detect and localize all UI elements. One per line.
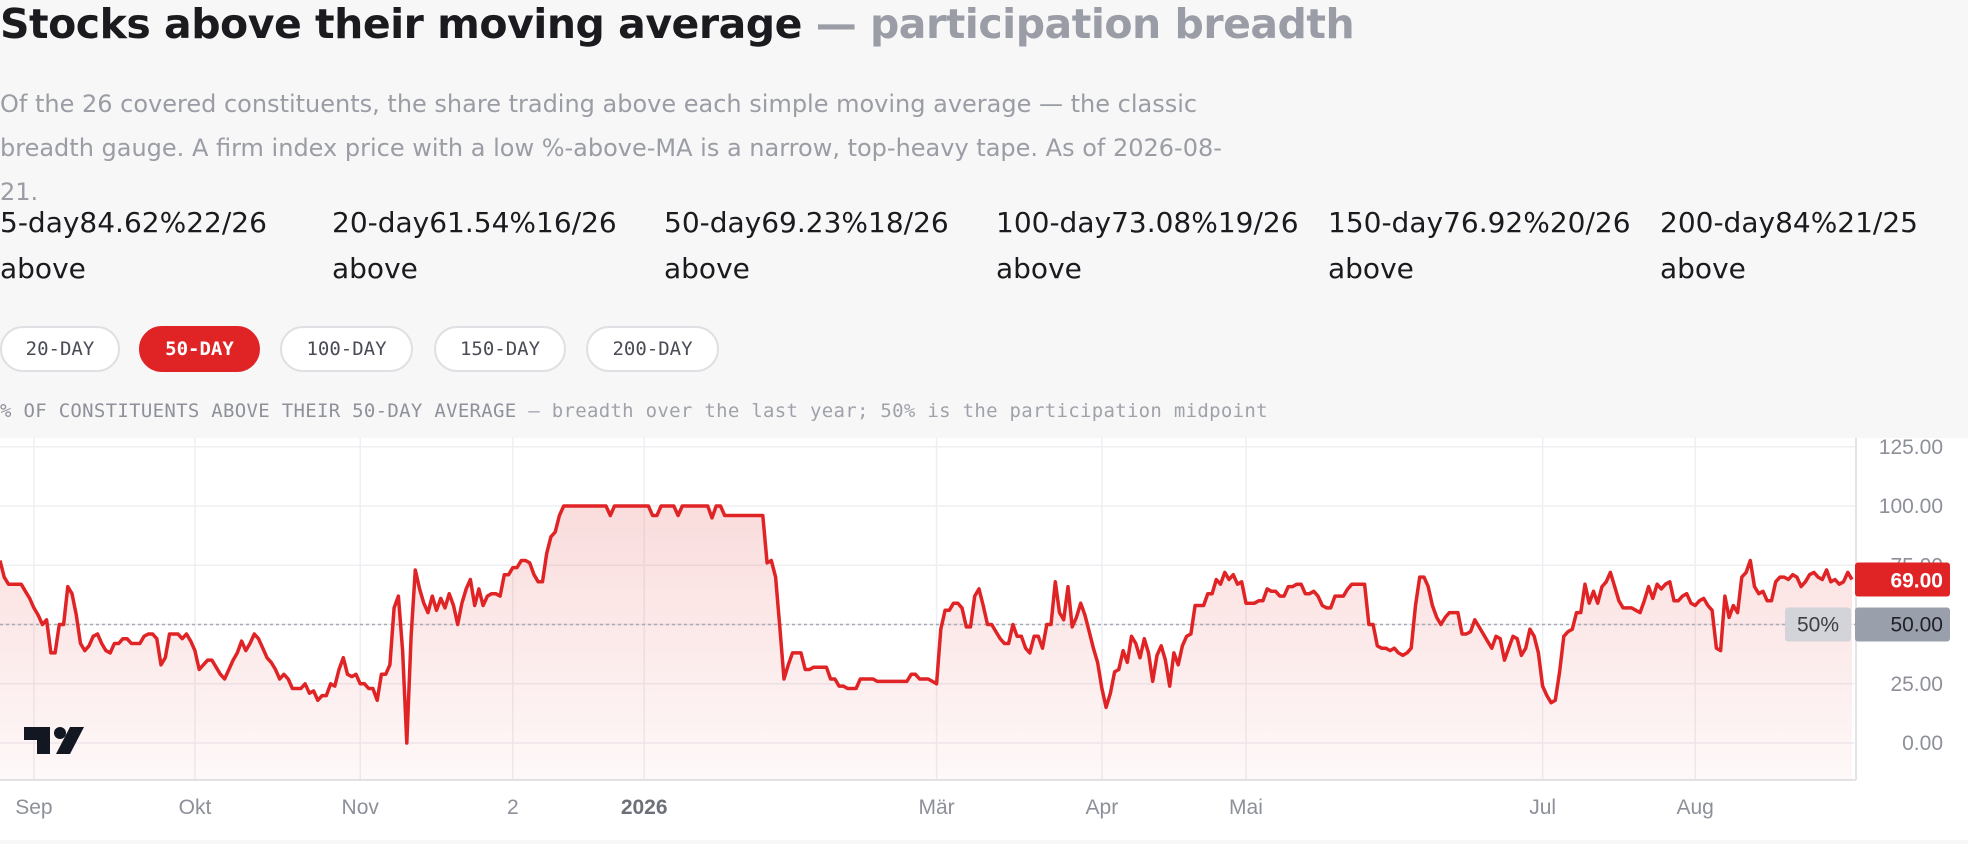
tab-20-day[interactable]: 20-DAY <box>0 326 120 372</box>
tab-200-day[interactable]: 200-DAY <box>586 326 719 372</box>
stat-label: 150-day <box>1328 206 1444 239</box>
y-tick-label: 125.00 <box>1879 438 1943 459</box>
y-tick-label: 25.00 <box>1890 673 1943 696</box>
x-tick-label: 2 <box>507 796 519 819</box>
stat-200-day: 200-day84%21/25 above <box>1660 200 1968 292</box>
stat-line: 20-day61.54%16/26 <box>332 200 652 246</box>
stat-suffix: above <box>664 252 750 285</box>
stat-count: 20/26 <box>1549 206 1631 239</box>
stat-percent: 61.54% <box>429 206 536 239</box>
y-tick-label: 0.00 <box>1902 732 1943 755</box>
chart-title: Stocks above their moving average — part… <box>0 0 1355 48</box>
tab-150-day[interactable]: 150-DAY <box>434 326 566 372</box>
title-main: Stocks above their moving average <box>0 0 802 48</box>
stat-percent: 84% <box>1775 206 1838 239</box>
y-tick-label: 100.00 <box>1879 495 1943 518</box>
caption-note: — breadth over the last year; 50% is the… <box>516 400 1268 422</box>
stat-line: 100-day73.08%19/26 <box>996 200 1316 246</box>
watermark-logo-icon <box>24 727 84 754</box>
stat-count: 22/26 <box>186 206 267 239</box>
x-tick-label: Okt <box>179 796 212 819</box>
x-tick-label: Jul <box>1529 796 1556 819</box>
stat-line: 5-day84.62%22/26 <box>0 200 320 246</box>
stat-percent: 69.23% <box>761 206 868 239</box>
chart-description: Of the 26 covered constituents, the shar… <box>0 90 1222 206</box>
stat-100-day: 100-day73.08%19/26 above <box>996 200 1316 292</box>
x-tick-label: Aug <box>1677 796 1714 819</box>
stat-label: 200-day <box>1660 206 1776 239</box>
stat-150-day: 150-day76.92%20/26 above <box>1328 200 1648 292</box>
x-tick-label: Sep <box>15 796 52 819</box>
caption-main: % OF CONSTITUENTS ABOVE THEIR 50-DAY AVE… <box>0 400 517 422</box>
stat-50-day: 50-day69.23%18/26 above <box>664 200 984 292</box>
chart-area[interactable]: 125.00100.0075.0050.0025.000.0050%50.006… <box>0 436 1968 840</box>
midline-tag-label: 50% <box>1797 614 1839 637</box>
x-tick-label: Apr <box>1086 796 1119 819</box>
breadth-chart[interactable]: 125.00100.0075.0050.0025.000.0050%50.006… <box>0 436 1968 840</box>
stat-label: 5-day <box>0 206 80 239</box>
stat-suffix: above <box>1328 252 1414 285</box>
chart-caption: % OF CONSTITUENTS ABOVE THEIR 50-DAY AVE… <box>0 400 1268 422</box>
stat-count: 21/25 <box>1837 206 1918 239</box>
midline-axis-badge <box>1855 607 1950 642</box>
stat-5-day: 5-day84.62%22/26 above <box>0 200 320 292</box>
stat-suffix: above <box>0 252 86 285</box>
stat-label: 50-day <box>664 206 762 239</box>
stat-suffix: above <box>332 252 418 285</box>
stat-count: 19/26 <box>1217 206 1299 239</box>
stat-count: 16/26 <box>536 206 617 239</box>
stat-count: 18/26 <box>868 206 949 239</box>
stat-line: 150-day76.92%20/26 <box>1328 200 1648 246</box>
last-value-badge <box>1855 562 1950 597</box>
stat-20-day: 20-day61.54%16/26 above <box>332 200 652 292</box>
x-tick-label: 2026 <box>621 796 668 819</box>
stat-percent: 76.92% <box>1443 206 1550 239</box>
stat-line: 50-day69.23%18/26 <box>664 200 984 246</box>
x-tick-label: Mär <box>919 796 955 819</box>
stat-percent: 84.62% <box>79 206 187 239</box>
tab-100-day[interactable]: 100-DAY <box>280 326 413 372</box>
stats-row: 5-day84.62%22/26 above 20-day61.54%16/26 ab… <box>0 200 1968 290</box>
series-line <box>0 504 1854 745</box>
x-tick-label: Mai <box>1229 796 1263 819</box>
last-value-label: 69.00 <box>1890 569 1943 592</box>
stat-label: 100-day <box>996 206 1112 239</box>
midline-tag <box>1785 607 1851 642</box>
x-tick-label: Nov <box>342 796 380 819</box>
tab-50-day[interactable]: 50-DAY <box>139 326 260 372</box>
stat-percent: 73.08% <box>1111 206 1218 239</box>
stat-suffix: above <box>996 252 1082 285</box>
series-area <box>0 506 1852 780</box>
stat-line: 200-day84%21/25 <box>1660 200 1968 246</box>
stat-label: 20-day <box>332 206 430 239</box>
title-subtitle: — participation breadth <box>815 0 1355 48</box>
midline-axis-label: 50.00 <box>1890 614 1943 637</box>
stat-suffix: above <box>1660 252 1746 285</box>
